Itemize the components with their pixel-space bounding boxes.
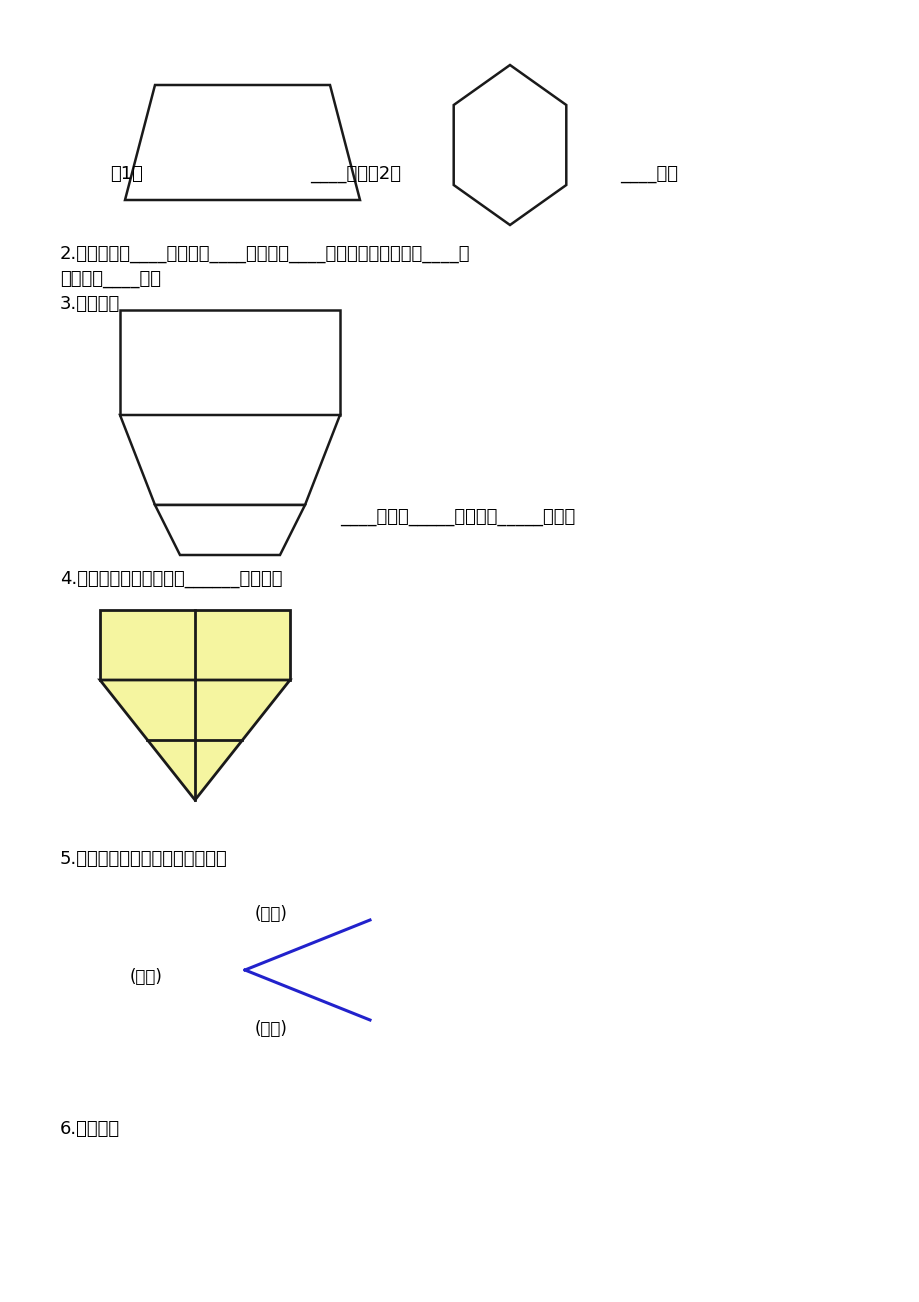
Text: (　　): ( ) (255, 1019, 288, 1038)
Polygon shape (125, 85, 359, 201)
Text: 4.数一数，下面图形中有______个直角。: 4.数一数，下面图形中有______个直角。 (60, 570, 282, 589)
Polygon shape (119, 415, 340, 505)
Text: ____个。: ____个。 (619, 165, 677, 184)
Text: 角，都是____角。: 角，都是____角。 (60, 270, 161, 288)
Text: 2.红领巻上有____个钝角，____个直角，____个锐角；长方形中有____个: 2.红领巻上有____个钝角，____个直角，____个锐角；长方形中有____… (60, 245, 470, 263)
Polygon shape (154, 505, 305, 555)
Polygon shape (119, 310, 340, 415)
Text: 5.在横线上写出角的各部分名称。: 5.在横线上写出角的各部分名称。 (60, 850, 228, 868)
Text: （1）: （1） (110, 165, 142, 184)
Text: ____个；（2）: ____个；（2） (310, 165, 401, 184)
Text: ____锐角，_____个直角，_____钝角。: ____锐角，_____个直角，_____钝角。 (340, 508, 574, 526)
Polygon shape (100, 611, 289, 680)
Text: 6.数一数。: 6.数一数。 (60, 1120, 120, 1138)
Polygon shape (100, 680, 289, 799)
Text: 3.数一数。: 3.数一数。 (60, 296, 120, 312)
Polygon shape (453, 65, 566, 225)
Text: (　　): ( ) (255, 905, 288, 923)
Text: (　　): ( ) (130, 967, 163, 986)
